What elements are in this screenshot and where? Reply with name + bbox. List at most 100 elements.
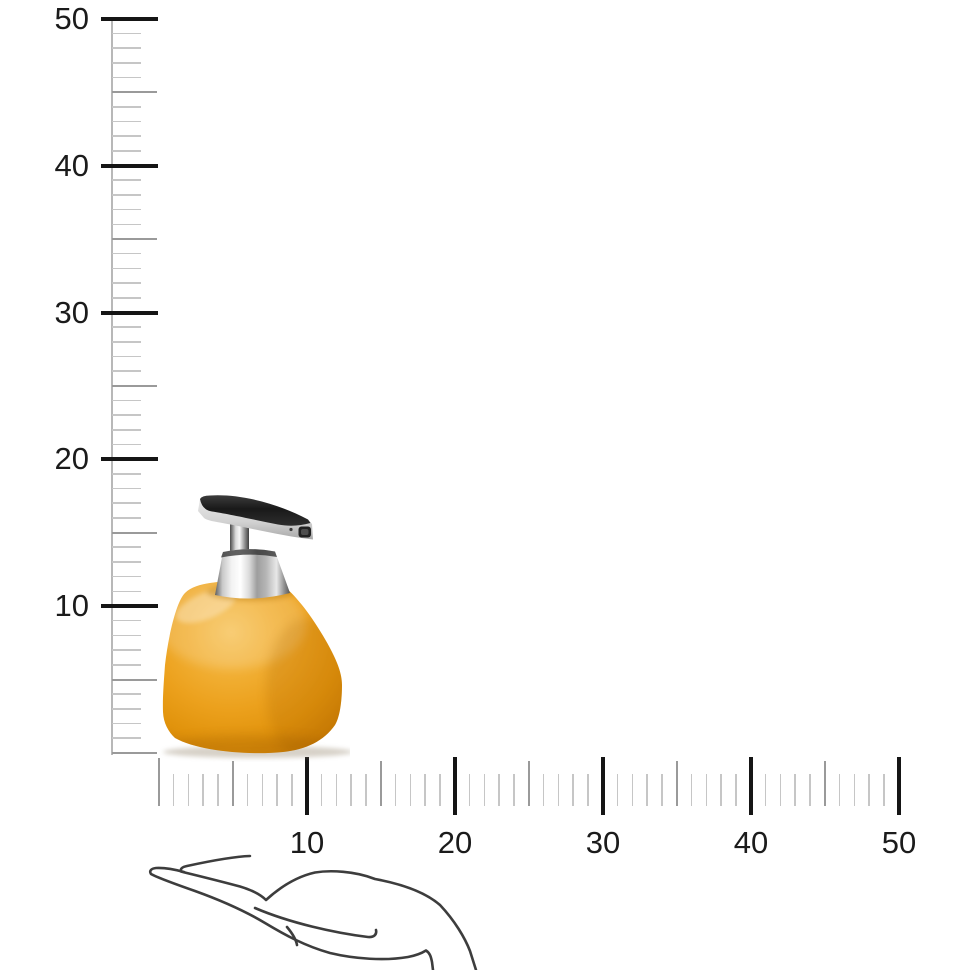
- horizontal-minor-tick: [172, 774, 175, 806]
- vertical-minor-tick: [112, 722, 141, 725]
- vertical-minor-tick: [112, 47, 141, 49]
- horizontal-minor-tick: [276, 774, 278, 806]
- horizontal-minor-tick: [424, 774, 426, 806]
- horizontal-minor-tick: [468, 774, 471, 806]
- vertical-mid-tick: [112, 531, 157, 534]
- horizontal-minor-tick: [616, 774, 619, 806]
- vertical-minor-tick: [112, 135, 141, 138]
- vertical-minor-tick: [112, 370, 141, 372]
- horizontal-minor-tick: [868, 774, 870, 806]
- vertical-minor-tick: [112, 208, 141, 211]
- horizontal-minor-tick: [365, 774, 367, 806]
- vertical-minor-tick: [112, 62, 141, 64]
- vertical-major-tick: [101, 163, 158, 168]
- vertical-ruler-label-30: 30: [54, 294, 89, 330]
- horizontal-minor-tick: [779, 774, 782, 806]
- vertical-minor-tick: [112, 106, 141, 108]
- horizontal-zero-tick: [158, 758, 160, 806]
- vertical-minor-tick: [112, 32, 141, 35]
- vertical-minor-tick: [112, 693, 141, 695]
- horizontal-minor-tick: [439, 774, 441, 806]
- horizontal-minor-tick: [409, 774, 412, 806]
- horizontal-ruler: 10 20 30 40 50: [0, 740, 970, 870]
- vertical-minor-tick: [112, 120, 141, 123]
- horizontal-minor-tick: [705, 774, 708, 806]
- horizontal-minor-tick: [483, 774, 486, 806]
- soap-dispenser-photo: [162, 495, 350, 758]
- horizontal-minor-tick: [809, 774, 811, 806]
- horizontal-minor-tick: [690, 774, 693, 806]
- vertical-minor-tick: [112, 634, 141, 637]
- hand-thumb-crease: [285, 925, 299, 947]
- hand-inner-finger-line: [253, 906, 378, 939]
- vertical-minor-tick: [112, 223, 141, 226]
- horizontal-minor-tick: [394, 774, 397, 806]
- vertical-ruler-label-40: 40: [54, 147, 89, 183]
- horizontal-minor-tick: [542, 774, 545, 806]
- vertical-minor-tick: [112, 429, 141, 431]
- horizontal-minor-tick: [246, 774, 249, 806]
- vertical-minor-tick: [112, 663, 141, 666]
- vertical-minor-tick: [112, 194, 141, 196]
- horizontal-major-tick: [749, 757, 753, 815]
- vertical-minor-tick: [112, 296, 141, 299]
- vertical-minor-tick: [112, 414, 141, 416]
- vertical-minor-tick: [112, 355, 141, 358]
- horizontal-minor-tick: [291, 774, 293, 806]
- vertical-mid-tick: [112, 238, 157, 241]
- horizontal-minor-tick: [646, 774, 648, 806]
- horizontal-mid-tick: [824, 761, 826, 806]
- vertical-minor-tick: [112, 399, 141, 402]
- vertical-minor-tick: [112, 282, 141, 284]
- horizontal-ruler-label-10: 10: [289, 825, 325, 860]
- horizontal-minor-tick: [572, 774, 574, 806]
- vertical-minor-tick: [112, 473, 141, 475]
- vertical-minor-tick: [112, 179, 141, 182]
- pump-nozzle-inner: [301, 529, 309, 535]
- horizontal-ruler-label-40: 40: [733, 825, 769, 860]
- vertical-ruler-label-20: 20: [54, 441, 89, 477]
- horizontal-minor-tick: [335, 774, 338, 806]
- vertical-major-tick: [101, 457, 158, 462]
- vertical-ruler-label-50: 50: [54, 1, 89, 36]
- hand-top-contour: [179, 854, 478, 970]
- vertical-minor-tick: [112, 76, 141, 79]
- horizontal-minor-tick: [720, 774, 722, 806]
- horizontal-minor-tick: [217, 774, 219, 806]
- vertical-ruler: 10 20 30 40 50: [0, 0, 170, 820]
- horizontal-major-tick: [897, 757, 901, 815]
- horizontal-minor-tick: [320, 774, 323, 806]
- vertical-ruler-label-10: 10: [54, 588, 89, 624]
- horizontal-minor-tick: [187, 774, 190, 806]
- vertical-minor-tick: [112, 575, 141, 578]
- horizontal-minor-tick: [261, 774, 264, 806]
- hand-bottom-contour: [148, 866, 435, 970]
- horizontal-mid-tick: [528, 761, 530, 806]
- vertical-mid-tick: [112, 752, 157, 754]
- pump-collar: [215, 549, 290, 599]
- horizontal-minor-tick: [735, 774, 737, 806]
- pump-collar-rim: [221, 549, 277, 558]
- pump-head-top: [200, 495, 311, 526]
- horizontal-ruler-label-30: 30: [585, 825, 621, 860]
- vertical-minor-tick: [112, 487, 141, 490]
- vertical-minor-tick: [112, 649, 141, 651]
- horizontal-ruler-label-20: 20: [437, 825, 473, 860]
- horizontal-ruler-label-50: 50: [881, 825, 917, 860]
- horizontal-minor-tick: [838, 774, 841, 806]
- hand-outline-icon: [148, 854, 478, 970]
- vertical-major-tick: [101, 604, 158, 609]
- vertical-mid-tick: [112, 678, 157, 681]
- vertical-mid-tick: [112, 91, 157, 94]
- vertical-minor-tick: [112, 340, 141, 343]
- horizontal-mid-tick: [380, 761, 382, 806]
- vertical-minor-tick: [112, 326, 141, 328]
- vertical-minor-tick: [112, 546, 141, 549]
- horizontal-major-tick: [305, 757, 309, 815]
- vertical-major-tick: [101, 310, 158, 315]
- vertical-minor-tick: [112, 443, 141, 446]
- vertical-minor-tick: [112, 561, 141, 563]
- horizontal-minor-tick: [853, 774, 856, 806]
- vertical-minor-tick: [112, 590, 141, 593]
